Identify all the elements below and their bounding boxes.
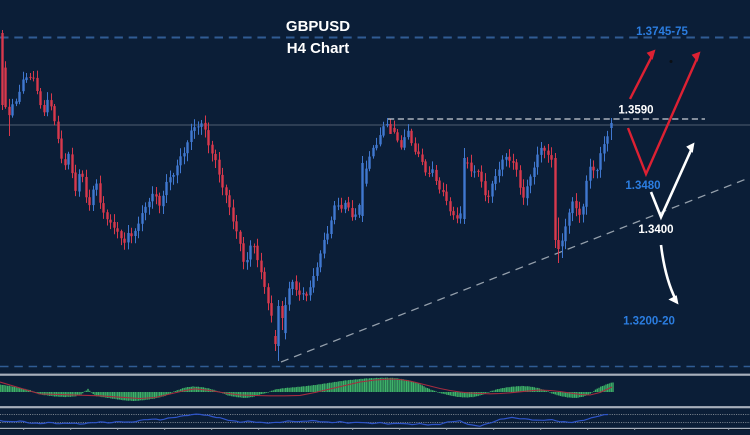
svg-text:1.3400: 1.3400	[638, 224, 673, 236]
svg-text:1.3590: 1.3590	[618, 105, 653, 117]
svg-text:GBPUSD: GBPUSD	[286, 18, 350, 35]
svg-text:1.3200-20: 1.3200-20	[623, 316, 675, 328]
svg-text:H4 Chart: H4 Chart	[287, 40, 350, 57]
svg-text:1.3745-75: 1.3745-75	[636, 26, 688, 38]
svg-text:1.3480: 1.3480	[625, 180, 660, 192]
